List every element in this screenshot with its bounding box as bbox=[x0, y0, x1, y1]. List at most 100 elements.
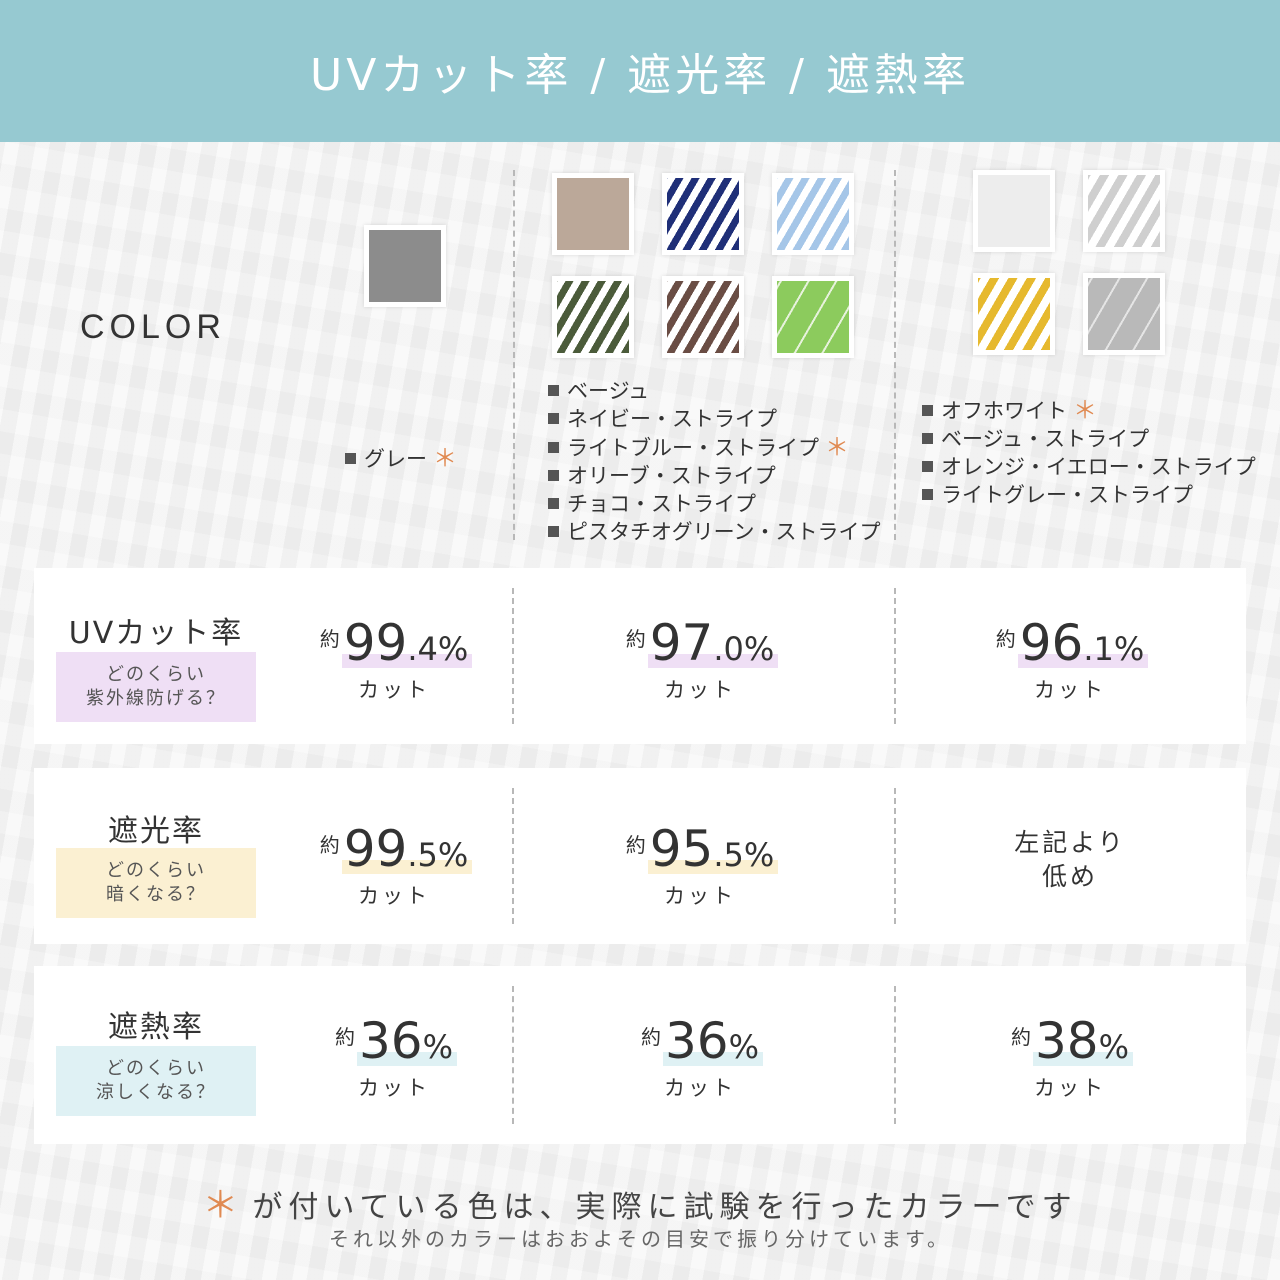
cut-label: カット bbox=[664, 1076, 736, 1100]
value-int: 96 bbox=[1019, 614, 1084, 672]
sub-line: どのくらい bbox=[106, 860, 206, 881]
asterisk-icon: ＊ bbox=[825, 433, 849, 461]
color-list-group1: グレー＊ bbox=[345, 444, 457, 473]
light-value-group1: 約99.5% カット bbox=[264, 820, 524, 910]
page-title: UVカット率 / 遮光率 / 遮熱率 bbox=[310, 50, 970, 101]
cut-label: カット bbox=[358, 1076, 430, 1100]
heat-value-group2: 約36% カット bbox=[570, 1012, 830, 1102]
color-item: オリーブ・ストライプ bbox=[548, 462, 881, 490]
heat-value-group1: 約36% カット bbox=[264, 1012, 524, 1102]
value-pct: % bbox=[728, 1028, 760, 1066]
sub-line: どのくらい bbox=[106, 1058, 206, 1079]
value-pct: % bbox=[437, 836, 469, 874]
swatch-navy-stripe bbox=[662, 173, 744, 255]
approx-label: 約 bbox=[625, 833, 646, 857]
sub-line: 涼しくなる？ bbox=[96, 1082, 216, 1103]
bullet-icon bbox=[548, 442, 559, 453]
value-dec: .5 bbox=[407, 836, 438, 874]
value-pct: % bbox=[743, 836, 775, 874]
swatch-beige bbox=[552, 173, 634, 255]
color-item: チョコ・ストライプ bbox=[548, 490, 881, 518]
footnote-sub: それ以外のカラーはおおよその目安で振り分けています。 bbox=[329, 1227, 951, 1251]
approx-label: 約 bbox=[1010, 1025, 1031, 1049]
approx-label: 約 bbox=[640, 1025, 661, 1049]
column-divider bbox=[894, 788, 896, 924]
uv-row-title: UVカット率 bbox=[68, 616, 244, 651]
header-banner: UVカット率 / 遮光率 / 遮熱率 bbox=[0, 0, 1280, 142]
asterisk-icon: ＊ bbox=[1073, 396, 1097, 424]
swatch-orange-yellow-stripe bbox=[973, 273, 1055, 355]
swatch-light-gray-stripe bbox=[1083, 273, 1165, 355]
column-divider bbox=[894, 588, 896, 724]
uv-value-group2: 約97.0% カット bbox=[570, 614, 830, 704]
color-item: ピスタチオグリーン・ストライプ bbox=[548, 518, 881, 546]
column-divider bbox=[894, 986, 896, 1124]
cut-label: カット bbox=[1034, 678, 1106, 702]
bullet-icon bbox=[548, 526, 559, 537]
light-value-group3: 左記より 低め bbox=[940, 826, 1200, 894]
swatch-off-white bbox=[973, 170, 1055, 252]
value-pct: % bbox=[743, 630, 775, 668]
value-int: 97 bbox=[649, 614, 714, 672]
color-name: ライトグレー・ストライプ bbox=[941, 483, 1193, 507]
color-name: オリーブ・ストライプ bbox=[567, 464, 776, 488]
value-int: 38 bbox=[1034, 1012, 1099, 1070]
color-item: ネイビー・ストライプ bbox=[548, 405, 881, 433]
heat-row-subtitle: どのくらい涼しくなる？ bbox=[56, 1046, 256, 1116]
approx-label: 約 bbox=[334, 1025, 355, 1049]
color-item: ライトグレー・ストライプ bbox=[922, 481, 1256, 509]
value-int: 36 bbox=[664, 1012, 729, 1070]
color-list-group3: オフホワイト＊ ベージュ・ストライプ オレンジ・イエロー・ストライプ ライトグレ… bbox=[922, 396, 1256, 509]
uv-row-subtitle: どのくらい紫外線防げる？ bbox=[56, 652, 256, 722]
sub-line: どのくらい bbox=[106, 664, 206, 685]
bullet-icon bbox=[548, 385, 559, 396]
value-int: 99 bbox=[343, 820, 408, 878]
sub-line: 紫外線防げる？ bbox=[86, 688, 226, 709]
cut-label: カット bbox=[358, 678, 430, 702]
light-row: 遮光率 どのくらい 暗くなる？ 約99.5% カット 約95.5% カット 左記よ… bbox=[34, 768, 1246, 944]
value-dec: .1 bbox=[1083, 630, 1114, 668]
color-list-group2: ベージュ ネイビー・ストライプ ライトブルー・ストライプ＊ オリーブ・ストライプ… bbox=[548, 377, 881, 546]
column-divider bbox=[512, 588, 514, 724]
heat-value-group3: 約38% カット bbox=[940, 1012, 1200, 1102]
asterisk-icon: ＊ bbox=[202, 1185, 245, 1226]
swatch-gray bbox=[364, 225, 446, 307]
color-name: オフホワイト bbox=[941, 399, 1067, 423]
bullet-icon bbox=[548, 498, 559, 509]
bullet-icon bbox=[922, 405, 933, 416]
uv-value-group3: 約96.1% カット bbox=[940, 614, 1200, 704]
heat-row-title: 遮熱率 bbox=[108, 1010, 204, 1045]
cut-label: カット bbox=[1034, 1076, 1106, 1100]
value-pct: % bbox=[1098, 1028, 1130, 1066]
bullet-icon bbox=[548, 413, 559, 424]
value-int: 36 bbox=[358, 1012, 423, 1070]
color-name: ピスタチオグリーン・ストライプ bbox=[567, 520, 881, 544]
bullet-icon bbox=[922, 489, 933, 500]
uv-row: UVカット率 どのくらい 紫外線防げる？ 約99.4% カット 約97.0% カッ… bbox=[34, 568, 1246, 744]
value-pct: % bbox=[422, 1028, 454, 1066]
color-name: ライトブルー・ストライプ bbox=[567, 436, 819, 460]
asterisk-icon: ＊ bbox=[433, 444, 457, 472]
footnote-main: ＊が付いている色は、実際に試験を行ったカラーです bbox=[0, 1176, 1280, 1228]
note-line: 低め bbox=[1041, 862, 1098, 891]
value-dec: .0 bbox=[713, 630, 744, 668]
swatch-olive-stripe bbox=[552, 276, 634, 358]
color-name: グレー bbox=[364, 447, 427, 471]
column-divider bbox=[512, 788, 514, 924]
approx-label: 約 bbox=[625, 627, 646, 651]
color-label: COLOR bbox=[80, 308, 226, 346]
column-divider bbox=[513, 170, 515, 540]
footnote-text: が付いている色は、実際に試験を行ったカラーです bbox=[252, 1190, 1078, 1225]
bullet-icon bbox=[548, 470, 559, 481]
column-divider bbox=[512, 986, 514, 1124]
bullet-icon bbox=[922, 461, 933, 472]
color-item: ベージュ bbox=[548, 377, 881, 405]
color-item: オフホワイト＊ bbox=[922, 396, 1256, 425]
approx-label: 約 bbox=[319, 833, 340, 857]
cut-label: カット bbox=[664, 884, 736, 908]
bullet-icon bbox=[345, 453, 356, 464]
swatch-beige-stripe bbox=[1083, 170, 1165, 252]
column-divider bbox=[894, 170, 896, 540]
light-row-subtitle: どのくらい 暗くなる？ bbox=[56, 848, 256, 918]
value-pct: % bbox=[437, 630, 469, 668]
